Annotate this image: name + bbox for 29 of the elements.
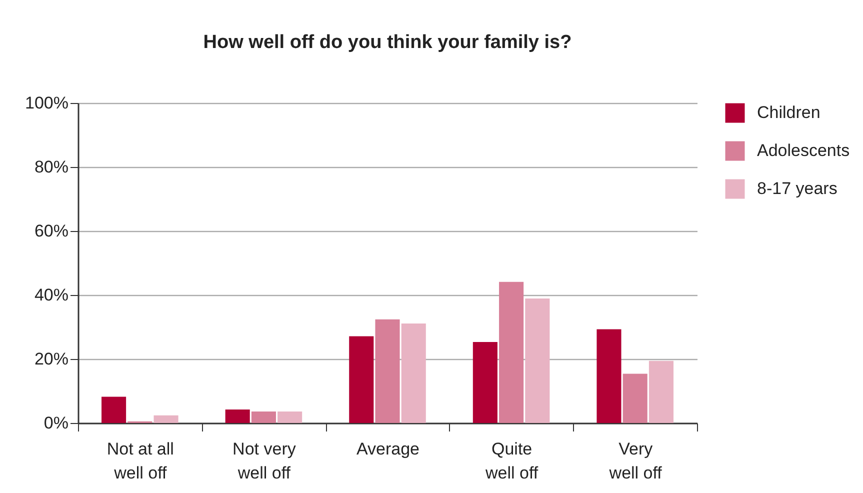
bar bbox=[154, 415, 178, 423]
bar bbox=[278, 411, 302, 423]
bar bbox=[401, 323, 426, 423]
bar bbox=[525, 298, 550, 423]
bar bbox=[622, 374, 648, 423]
y-tick-label: 80% bbox=[34, 158, 68, 176]
x-tick-label: Very well off bbox=[608, 440, 662, 482]
x-tick-label: Average bbox=[356, 440, 420, 458]
bar bbox=[472, 342, 498, 423]
chart-title: How well off do you think your family is? bbox=[203, 32, 572, 53]
bar bbox=[596, 329, 622, 423]
bar bbox=[499, 282, 524, 423]
legend-label: Children bbox=[757, 103, 820, 122]
bar bbox=[349, 336, 374, 423]
bar bbox=[225, 410, 250, 423]
bar bbox=[102, 396, 126, 423]
y-tick-label: 20% bbox=[34, 350, 68, 368]
x-tick-label: Not very well off bbox=[232, 440, 296, 482]
bar bbox=[375, 319, 400, 423]
y-tick-label: 100% bbox=[25, 94, 68, 112]
x-tick-label: Not at all well off bbox=[106, 440, 174, 482]
x-tick-label: Quite well off bbox=[484, 440, 538, 482]
bar bbox=[251, 411, 276, 423]
bar bbox=[648, 360, 674, 423]
y-tick-label: 60% bbox=[34, 222, 68, 240]
legend-label: Adolescents bbox=[757, 141, 850, 160]
y-tick-label: 40% bbox=[34, 286, 68, 304]
y-tick-label: 0% bbox=[44, 414, 68, 432]
legend-label: 8-17 years bbox=[757, 179, 838, 198]
